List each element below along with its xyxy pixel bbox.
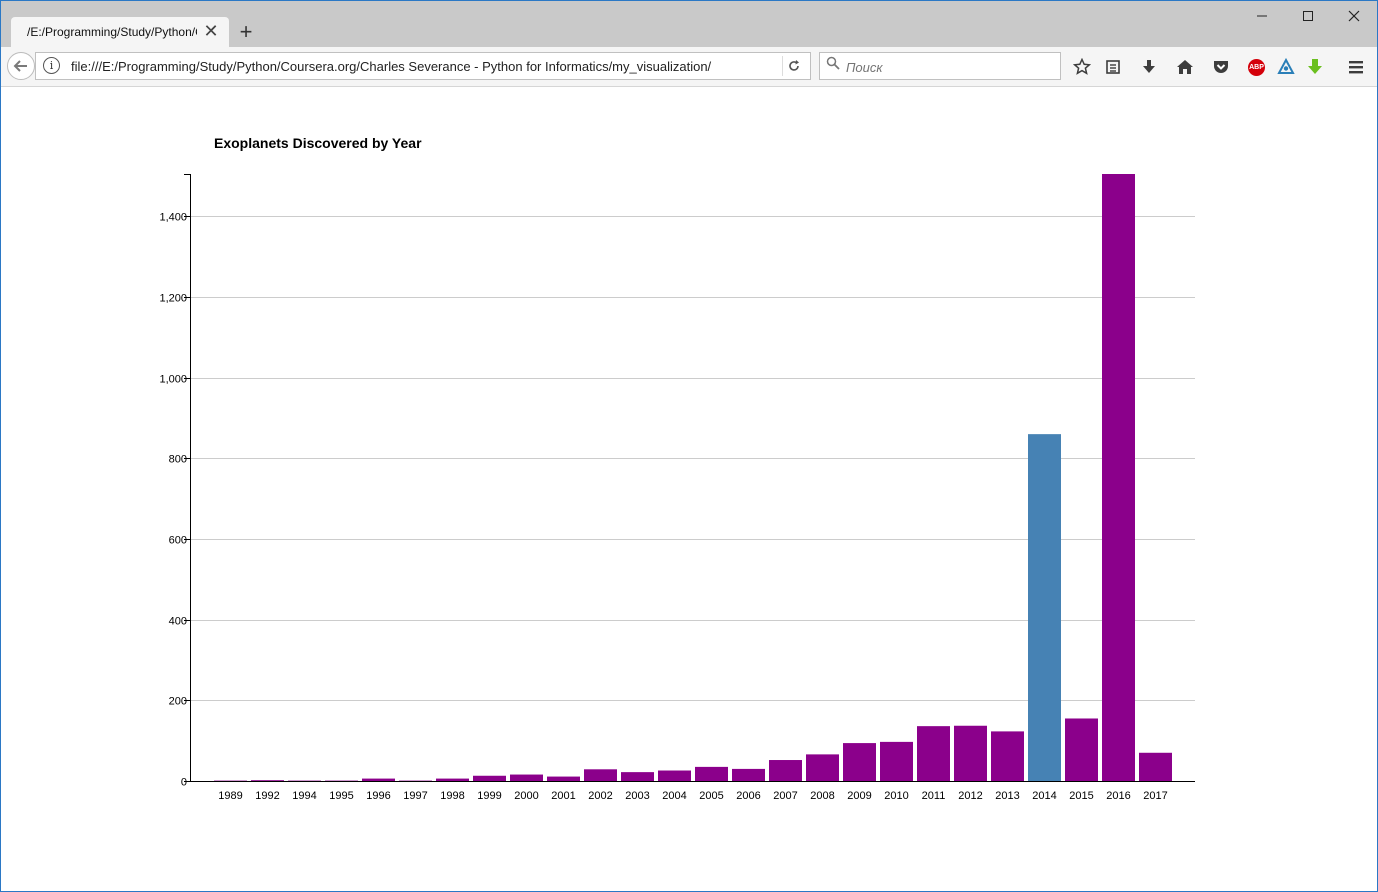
y-tick-label: 0	[181, 777, 187, 789]
url-text[interactable]: file:///E:/Programming/Study/Python/Cour…	[71, 59, 712, 74]
window-close-icon[interactable]	[1331, 5, 1377, 31]
bar	[621, 772, 654, 781]
search-input[interactable]	[844, 56, 1056, 78]
bar	[1065, 718, 1098, 781]
bar	[954, 725, 987, 781]
x-tick-label: 2017	[1143, 790, 1167, 802]
reload-icon[interactable]	[782, 56, 805, 76]
x-tick-label: 2014	[1032, 790, 1056, 802]
x-tick-label: 1999	[477, 790, 501, 802]
bar	[769, 760, 802, 781]
y-tick-label: 1,200	[159, 293, 187, 305]
x-tick-label: 2016	[1106, 790, 1130, 802]
x-tick-label: 2013	[995, 790, 1019, 802]
x-tick-label: 2011	[922, 790, 946, 802]
bar	[510, 774, 543, 781]
bar	[1028, 434, 1061, 781]
x-tick-label: 2008	[810, 790, 834, 802]
maximize-icon[interactable]	[1285, 5, 1331, 31]
bar	[214, 780, 247, 782]
y-tick-label: 600	[169, 535, 187, 547]
x-tick-label: 1989	[218, 790, 242, 802]
bar	[436, 778, 469, 781]
bar	[325, 780, 358, 782]
tab-title: /E:/Programming/Study/Python/Coursera.or…	[27, 25, 197, 39]
bar	[547, 776, 580, 781]
x-tick-label: 2000	[514, 790, 538, 802]
y-tick-label: 1,400	[159, 212, 187, 224]
bar	[880, 741, 913, 781]
close-tab-icon[interactable]: ✕	[203, 21, 219, 41]
new-tab-icon[interactable]: +	[239, 19, 253, 44]
x-tick-label: 1996	[366, 790, 390, 802]
chart-title: Exoplanets Discovered by Year	[214, 135, 422, 151]
bar	[843, 743, 876, 781]
y-tick-label: 1,000	[159, 374, 187, 386]
bookmark-star-icon[interactable]	[1071, 56, 1093, 78]
adblock-icon[interactable]: ABP	[1248, 59, 1265, 76]
bar	[251, 780, 284, 781]
x-tick-label: 2005	[699, 790, 723, 802]
url-bar[interactable]: i file:///E:/Programming/Study/Python/Co…	[35, 52, 811, 80]
x-tick-label: 1994	[292, 790, 316, 802]
bar	[584, 769, 617, 781]
minimize-icon[interactable]	[1239, 5, 1285, 31]
x-tick-label: 2015	[1069, 790, 1093, 802]
bar	[399, 780, 432, 782]
bar	[991, 731, 1024, 781]
x-tick-label: 2006	[736, 790, 760, 802]
x-tick-label: 1992	[255, 790, 279, 802]
tab-active[interactable]: /E:/Programming/Study/Python/Coursera.or…	[11, 17, 229, 47]
download-icon[interactable]	[1138, 56, 1160, 78]
x-tick-label: 2001	[551, 790, 575, 802]
addon-icon[interactable]	[1304, 56, 1326, 78]
x-tick-label: 2003	[625, 790, 649, 802]
x-tick-label: 2012	[958, 790, 982, 802]
x-tick-label: 2004	[662, 790, 686, 802]
tab-bar: /E:/Programming/Study/Python/Coursera.or…	[1, 1, 1377, 47]
bar	[1139, 752, 1172, 781]
x-tick-label: 1998	[440, 790, 464, 802]
bar	[658, 770, 691, 781]
bar	[695, 766, 728, 781]
search-icon	[826, 56, 840, 73]
bar	[362, 778, 395, 781]
sync-icon[interactable]	[1275, 56, 1297, 78]
bar	[917, 726, 950, 781]
info-icon[interactable]: i	[43, 57, 60, 74]
bar	[732, 768, 765, 781]
x-tick-label: 1995	[329, 790, 353, 802]
navigation-bar: i file:///E:/Programming/Study/Python/Co…	[1, 47, 1377, 87]
x-tick-label: 2007	[773, 790, 797, 802]
x-tick-label: 2002	[588, 790, 612, 802]
bar	[1102, 174, 1135, 781]
back-icon[interactable]	[7, 52, 35, 80]
y-tick-label: 400	[169, 616, 187, 628]
home-icon[interactable]	[1174, 56, 1196, 78]
pocket-icon[interactable]	[1210, 56, 1232, 78]
x-tick-label: 1997	[403, 790, 427, 802]
search-box[interactable]	[819, 52, 1061, 80]
y-tick-label: 800	[169, 454, 187, 466]
bar	[806, 754, 839, 781]
menu-icon[interactable]	[1345, 56, 1367, 78]
x-tick-label: 2010	[884, 790, 908, 802]
bar	[288, 780, 321, 782]
reader-icon[interactable]	[1102, 56, 1124, 78]
bar	[473, 775, 506, 781]
x-tick-label: 2009	[847, 790, 871, 802]
y-tick-label: 200	[169, 696, 187, 708]
